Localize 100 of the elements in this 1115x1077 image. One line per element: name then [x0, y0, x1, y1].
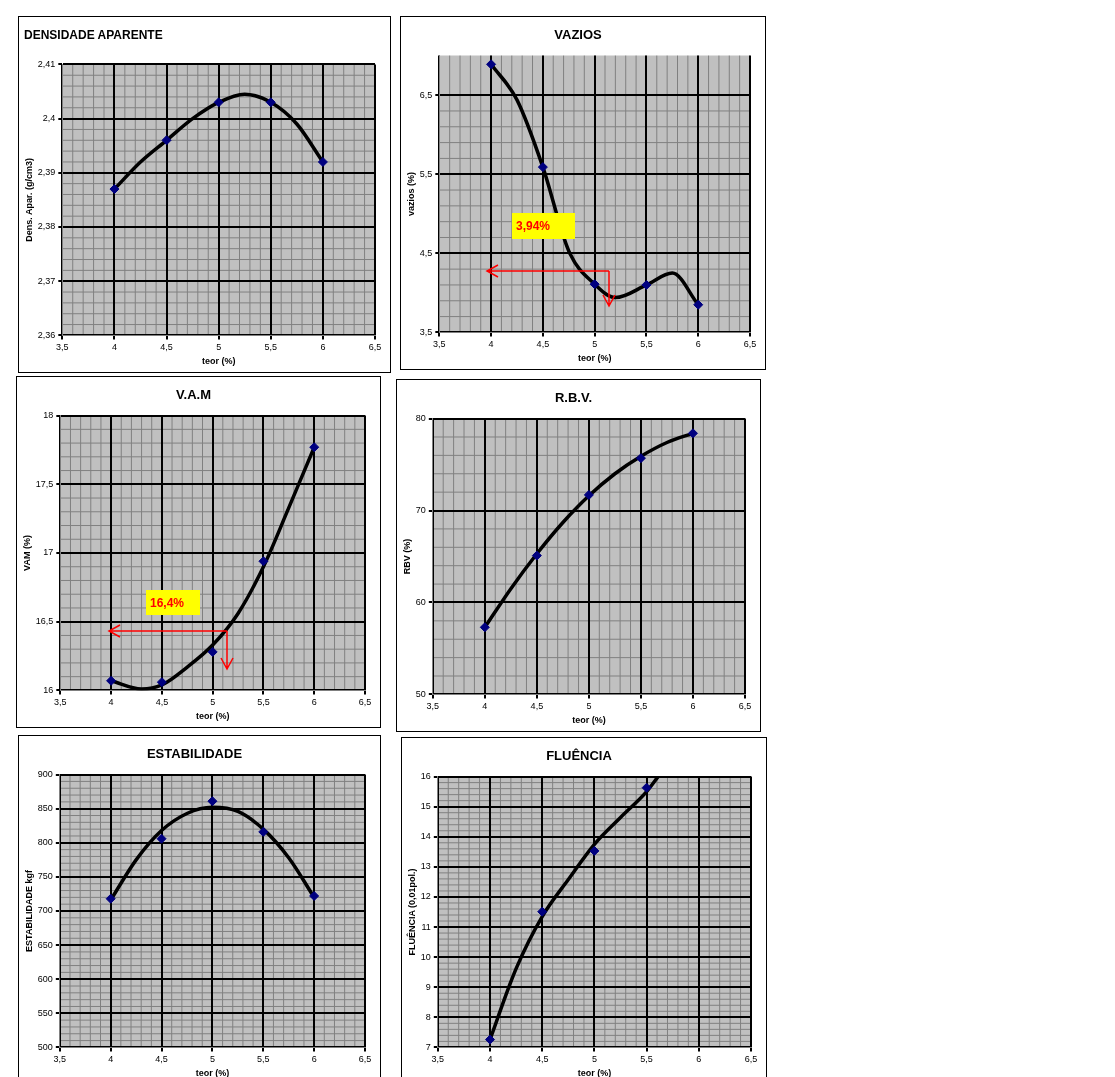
y-tick-label: 500: [37, 1041, 53, 1052]
y-tick-label: 18: [43, 410, 54, 421]
y-tick-label: 14: [420, 831, 431, 842]
point: [583, 489, 594, 500]
y-tick-label: 650: [37, 939, 53, 950]
point: [687, 428, 698, 439]
y-tick-label: 60: [415, 596, 426, 607]
y-tick-label: 750: [37, 871, 53, 882]
y-tick-label: 4,5: [419, 247, 433, 258]
x-tick-label: 5,5: [264, 342, 278, 353]
x-tick-label: 4,5: [155, 1054, 168, 1065]
x-tick-label: 6: [695, 339, 701, 350]
x-tick-label: 4,5: [535, 1054, 549, 1065]
x-tick-label: 5: [586, 701, 592, 712]
x-tick-label: 5,5: [257, 1054, 270, 1065]
point: [641, 279, 652, 290]
x-tick-label: 5: [216, 342, 222, 353]
point: [635, 453, 646, 464]
y-tick-label: 15: [420, 801, 431, 812]
x-tick-label: 5: [209, 1054, 215, 1065]
y-tick-label: 11: [421, 921, 431, 932]
point: [207, 646, 218, 657]
y-tick-label: 700: [37, 905, 53, 916]
y-tick-label: 2,36: [37, 329, 56, 340]
y-tick-label: 3,5: [419, 326, 433, 337]
y-tick-label: 16: [420, 771, 431, 782]
chart-title: ESTABILIDADE: [146, 746, 243, 762]
point: [309, 442, 320, 453]
x-tick-label: 5: [591, 1054, 597, 1065]
point: [213, 97, 224, 108]
y-tick-label: 850: [37, 803, 53, 814]
x-tick-label: 6: [320, 342, 326, 353]
y-tick-label: 800: [37, 837, 53, 848]
chart-title: DENSIDADE APARENTE: [24, 27, 163, 42]
y-tick-label: 10: [420, 951, 431, 962]
y-tick-label: 5,5: [419, 168, 433, 179]
point: [161, 135, 172, 146]
x-tick-label: 6,5: [358, 1054, 372, 1065]
chart-title: R.B.V.: [554, 390, 593, 406]
x-tick-label: 4,5: [155, 697, 169, 708]
point: [531, 550, 542, 561]
point: [537, 906, 548, 917]
x-tick-label: 4,5: [160, 342, 173, 353]
x-axis-title: teor (%): [195, 711, 230, 722]
point: [265, 97, 276, 108]
point: [106, 675, 117, 686]
point: [207, 796, 218, 807]
y-tick-label: 600: [37, 973, 53, 984]
y-tick-label: 2,41: [37, 58, 56, 69]
x-tick-label: 6,5: [358, 697, 372, 708]
y-tick-label: 16,5: [35, 616, 54, 627]
x-tick-label: 6,5: [738, 701, 752, 712]
y-tick-label: 17: [43, 547, 54, 558]
y-axis-title: VAM (%): [21, 535, 32, 571]
y-tick-label: 9: [425, 981, 431, 992]
x-axis-title: teor (%): [572, 715, 606, 726]
x-tick-label: 4,5: [530, 701, 544, 712]
point: [109, 184, 120, 195]
chart-title: VAZIOS: [554, 27, 603, 43]
point: [156, 677, 167, 688]
point: [485, 1034, 496, 1045]
y-tick-label: 7: [425, 1041, 431, 1052]
point: [258, 826, 269, 837]
x-tick-label: 6: [690, 701, 696, 712]
x-tick-label: 5,5: [640, 1054, 653, 1065]
point: [479, 622, 490, 633]
x-tick-label: 5: [210, 697, 216, 708]
point: [641, 782, 652, 793]
chart-title: V.A.M: [176, 387, 211, 403]
point: [486, 59, 497, 70]
y-tick-label: 17,5: [35, 478, 54, 489]
point: [258, 556, 269, 567]
x-tick-label: 5,5: [640, 339, 653, 350]
x-tick-label: 4: [488, 339, 494, 350]
x-tick-label: 4,5: [536, 339, 550, 350]
point: [537, 162, 548, 173]
point: [589, 845, 600, 856]
y-axis-title: ESTABILIDADE kgf: [23, 869, 34, 952]
x-tick-label: 6: [311, 697, 317, 708]
y-tick-label: 2,37: [37, 275, 56, 286]
y-tick-label: 80: [415, 413, 426, 424]
y-tick-label: 2,38: [37, 221, 56, 232]
y-tick-label: 16: [43, 684, 54, 695]
x-axis-title: teor (%): [577, 1068, 612, 1077]
x-axis-title: teor (%): [201, 356, 236, 367]
y-tick-label: 8: [425, 1011, 431, 1022]
x-tick-label: 6,5: [744, 1054, 758, 1065]
y-tick-label: 12: [420, 891, 431, 902]
x-tick-label: 3,5: [53, 1054, 67, 1065]
x-tick-label: 3,5: [56, 342, 69, 353]
x-tick-label: 5,5: [257, 697, 270, 708]
y-tick-label: 900: [37, 769, 53, 780]
point: [309, 891, 320, 901]
x-tick-label: 3,5: [433, 339, 446, 350]
y-axis-title: RBV (%): [401, 538, 412, 575]
x-tick-label: 4: [111, 342, 117, 353]
point: [589, 279, 600, 290]
y-tick-label: 13: [420, 861, 431, 872]
x-tick-label: 5,5: [634, 701, 648, 712]
x-tick-label: 4: [487, 1054, 493, 1065]
